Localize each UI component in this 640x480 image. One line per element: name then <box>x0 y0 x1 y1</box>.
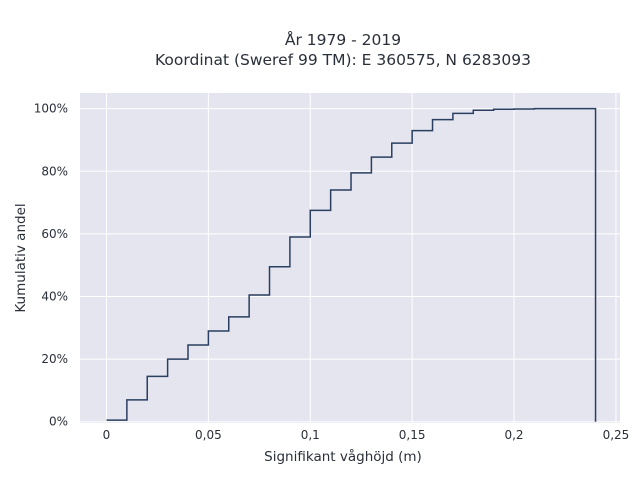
x-axis-title: Signifikant våghöjd (m) <box>264 448 422 465</box>
y-tick-label: 0% <box>49 415 68 429</box>
plot-background <box>80 93 620 423</box>
y-tick-label: 40% <box>41 290 68 304</box>
tick-labels: 0 0,05 0,1 0,15 0,2 0,25 0% 20% 40% 60% 80% 100% <box>34 102 630 442</box>
x-tick-label: 0,15 <box>399 428 426 442</box>
y-axis-title: Kumulativ andel <box>13 203 29 312</box>
x-tick-label: 0,25 <box>603 428 630 442</box>
y-tick-label: 80% <box>41 164 68 178</box>
chart-title-line-2: Koordinat (Sweref 99 TM): E 360575, N 62… <box>155 51 531 69</box>
grid-lines <box>80 93 620 423</box>
x-tick-label: 0 <box>103 428 111 442</box>
x-tick-label: 0,1 <box>301 428 320 442</box>
x-tick-label: 0,2 <box>504 428 523 442</box>
cumulative-step-line <box>106 107 597 422</box>
y-tick-label: 60% <box>41 227 68 241</box>
y-tick-label: 20% <box>41 352 68 366</box>
x-tick-label: 0,05 <box>195 428 222 442</box>
y-tick-label: 100% <box>34 102 68 116</box>
chart-title-line-1: År 1979 - 2019 <box>285 30 401 49</box>
